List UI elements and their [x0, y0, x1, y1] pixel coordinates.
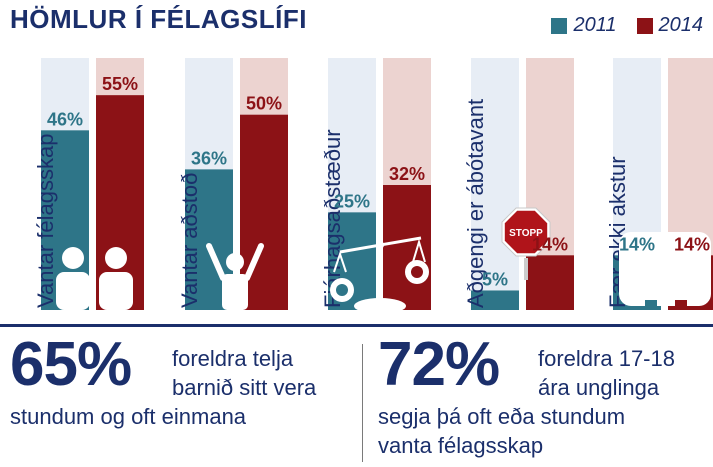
balance-scale-icon — [330, 236, 429, 314]
two-people-icon — [56, 247, 133, 310]
legend-swatch-2014 — [636, 17, 653, 34]
legend-item-2014: 2014 — [636, 14, 704, 37]
category-group: Fjárhagsaðstæður — [320, 58, 431, 314]
category-group: Vantar félagsskap — [33, 58, 144, 310]
legend-item-2011: 2011 — [551, 14, 617, 37]
stat-text-1-line-2: barnið sitt vera — [172, 375, 317, 400]
legend-label-2014: 2014 — [658, 14, 704, 36]
stat-text-1-line-1: foreldra telja — [172, 346, 294, 371]
legend-swatch-2011 — [551, 17, 568, 34]
stop-sign-icon: STOPP — [501, 207, 551, 280]
data-label-2014: 55% — [102, 74, 138, 94]
category-label: Aðgengi er ábótavant — [463, 99, 488, 308]
data-label-2011: 14% — [619, 234, 655, 254]
category-label: Vantar félagsskap — [33, 134, 58, 308]
data-label-2014: 32% — [389, 164, 425, 184]
data-label-2014: 14% — [674, 234, 710, 254]
stats-panel: 65% foreldra telja barnið sitt vera stun… — [0, 330, 713, 467]
data-label-2011: 5% — [482, 269, 508, 289]
stat-value-1: 65% — [10, 330, 132, 399]
car-icon — [619, 232, 711, 310]
stat-text-2-line-2: ára unglinga — [538, 375, 660, 400]
category-label: Vantar aðstoð — [177, 173, 202, 308]
track-2011 — [471, 58, 519, 310]
stat-text-2-line-4: vanta félagsskap — [378, 433, 544, 458]
baseline-rule — [0, 324, 713, 327]
data-label-2011: 25% — [334, 191, 370, 211]
stat-value-2: 72% — [378, 330, 500, 399]
stat-text-2-line-1: foreldra 17-18 — [538, 346, 675, 371]
data-label-2011: 36% — [191, 148, 227, 168]
category-group: Aðgengi er ábótavant STOPP — [463, 58, 574, 310]
category-group: Vantar aðstoð — [177, 58, 288, 310]
bar-2014 — [526, 255, 574, 310]
data-label-2014: 50% — [246, 94, 282, 114]
category-group: Fær ekki akstur — [605, 58, 713, 310]
person-arms-raised-icon — [206, 243, 264, 310]
data-label-2014: 14% — [532, 234, 568, 254]
chart-title: HÖMLUR Í FÉLAGSLÍFI — [10, 4, 307, 34]
data-label-2011: 46% — [47, 109, 83, 129]
legend-label-2011: 2011 — [573, 14, 617, 36]
legend: 2011 2014 — [551, 14, 703, 37]
stop-sign-text: STOPP — [509, 228, 543, 239]
bar-2014 — [383, 185, 431, 310]
divider — [362, 344, 363, 462]
stat-text-2-line-3: segja þá oft eða stundum — [378, 404, 626, 429]
bar-chart: Vantar félagsskap Vantar aðstoð Fjárhagsað… — [0, 58, 713, 327]
bar-2011 — [471, 290, 519, 310]
stat-text-1-line-3: stundum og oft einmana — [10, 404, 247, 429]
